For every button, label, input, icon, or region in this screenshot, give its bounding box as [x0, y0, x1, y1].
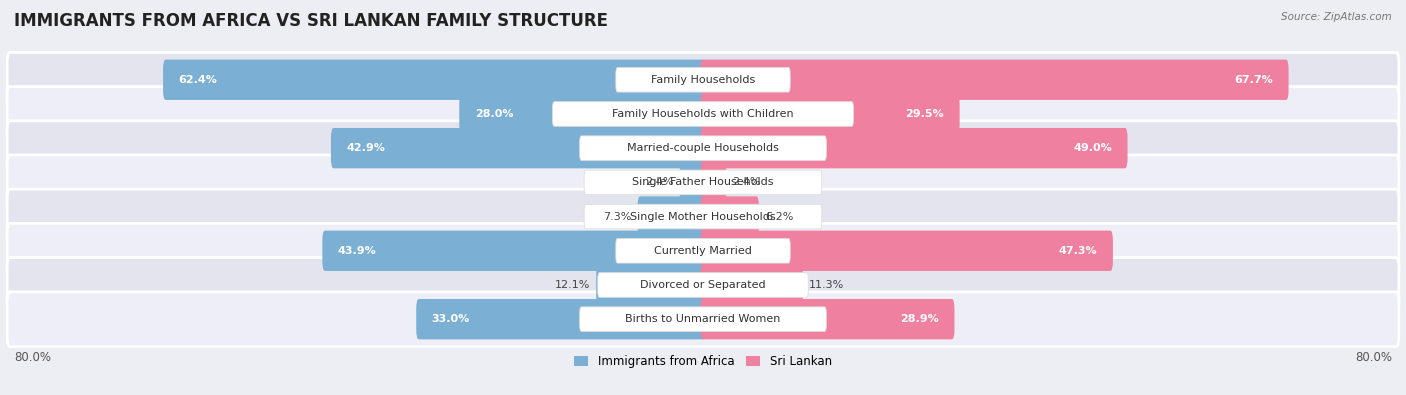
FancyBboxPatch shape [700, 60, 1289, 100]
FancyBboxPatch shape [596, 265, 706, 305]
Text: 6.2%: 6.2% [765, 212, 793, 222]
FancyBboxPatch shape [616, 239, 790, 263]
FancyBboxPatch shape [616, 68, 790, 92]
FancyBboxPatch shape [7, 224, 1399, 278]
FancyBboxPatch shape [637, 196, 706, 237]
FancyBboxPatch shape [7, 258, 1399, 312]
Text: 29.5%: 29.5% [905, 109, 945, 119]
Text: 28.9%: 28.9% [900, 314, 939, 324]
FancyBboxPatch shape [330, 128, 706, 168]
FancyBboxPatch shape [700, 94, 960, 134]
FancyBboxPatch shape [700, 231, 1114, 271]
FancyBboxPatch shape [583, 204, 823, 229]
FancyBboxPatch shape [7, 121, 1399, 175]
Text: Divorced or Separated: Divorced or Separated [640, 280, 766, 290]
Legend: Immigrants from Africa, Sri Lankan: Immigrants from Africa, Sri Lankan [569, 351, 837, 373]
Text: 80.0%: 80.0% [1355, 351, 1392, 364]
Text: Family Households with Children: Family Households with Children [612, 109, 794, 119]
FancyBboxPatch shape [700, 196, 759, 237]
FancyBboxPatch shape [700, 265, 803, 305]
Text: 2.4%: 2.4% [733, 177, 761, 187]
Text: 67.7%: 67.7% [1234, 75, 1272, 85]
FancyBboxPatch shape [579, 307, 827, 331]
FancyBboxPatch shape [598, 273, 808, 297]
Text: 80.0%: 80.0% [14, 351, 51, 364]
FancyBboxPatch shape [322, 231, 706, 271]
FancyBboxPatch shape [679, 162, 706, 203]
FancyBboxPatch shape [7, 87, 1399, 141]
FancyBboxPatch shape [163, 60, 706, 100]
FancyBboxPatch shape [700, 299, 955, 339]
FancyBboxPatch shape [416, 299, 706, 339]
FancyBboxPatch shape [700, 162, 727, 203]
FancyBboxPatch shape [460, 94, 706, 134]
Text: 42.9%: 42.9% [346, 143, 385, 153]
Text: 43.9%: 43.9% [337, 246, 377, 256]
Text: 33.0%: 33.0% [432, 314, 470, 324]
Text: Single Father Households: Single Father Households [633, 177, 773, 187]
Text: 7.3%: 7.3% [603, 212, 631, 222]
FancyBboxPatch shape [7, 155, 1399, 210]
FancyBboxPatch shape [7, 189, 1399, 244]
Text: 62.4%: 62.4% [179, 75, 218, 85]
FancyBboxPatch shape [700, 128, 1128, 168]
Text: IMMIGRANTS FROM AFRICA VS SRI LANKAN FAMILY STRUCTURE: IMMIGRANTS FROM AFRICA VS SRI LANKAN FAM… [14, 12, 607, 30]
Text: Family Households: Family Households [651, 75, 755, 85]
Text: 12.1%: 12.1% [555, 280, 591, 290]
Text: Source: ZipAtlas.com: Source: ZipAtlas.com [1281, 12, 1392, 22]
Text: 2.4%: 2.4% [645, 177, 673, 187]
Text: Single Mother Households: Single Mother Households [630, 212, 776, 222]
Text: 49.0%: 49.0% [1073, 143, 1112, 153]
FancyBboxPatch shape [583, 170, 823, 195]
FancyBboxPatch shape [553, 102, 853, 126]
Text: Currently Married: Currently Married [654, 246, 752, 256]
Text: 11.3%: 11.3% [808, 280, 844, 290]
Text: 28.0%: 28.0% [475, 109, 513, 119]
FancyBboxPatch shape [7, 292, 1399, 346]
Text: 47.3%: 47.3% [1059, 246, 1098, 256]
FancyBboxPatch shape [579, 136, 827, 160]
FancyBboxPatch shape [7, 53, 1399, 107]
Text: Births to Unmarried Women: Births to Unmarried Women [626, 314, 780, 324]
Text: Married-couple Households: Married-couple Households [627, 143, 779, 153]
